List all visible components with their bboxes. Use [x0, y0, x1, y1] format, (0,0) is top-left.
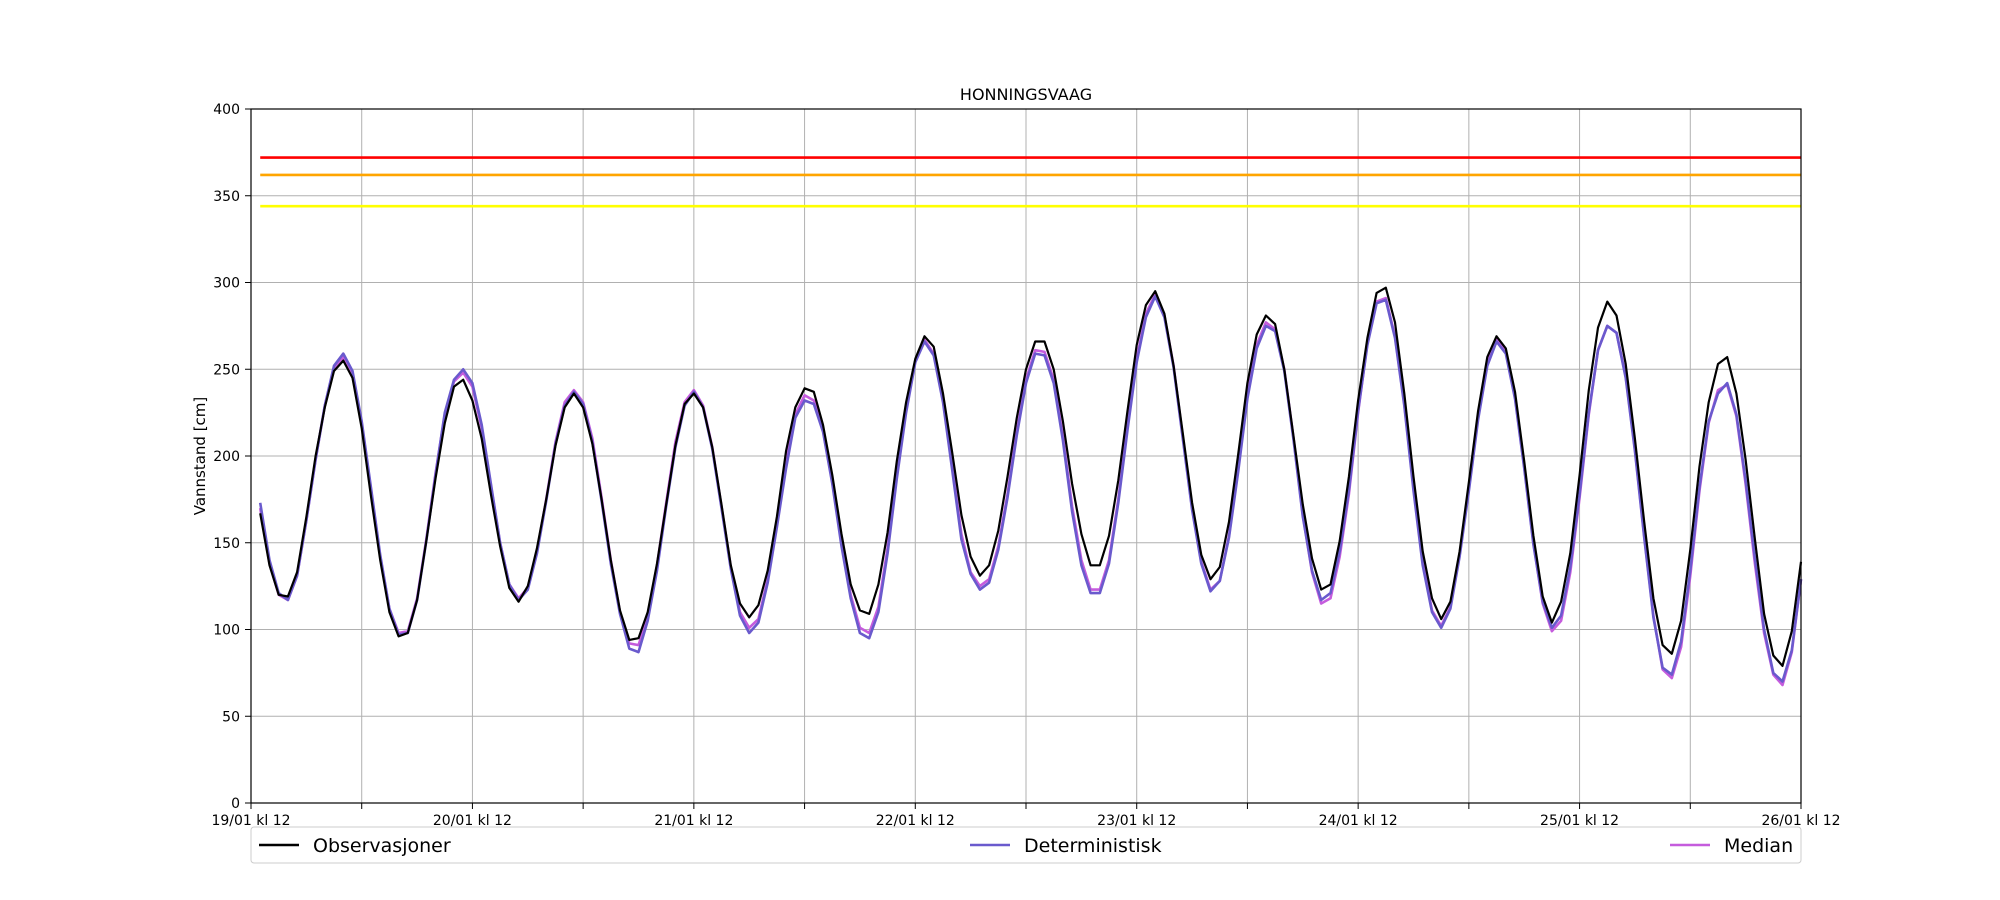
series-line-deterministisk [258, 295, 1803, 683]
x-tick-label: 21/01 kl 12 [654, 813, 733, 829]
y-axis-title: Vannstand [cm] [191, 397, 209, 516]
y-tick-label: 50 [222, 709, 240, 725]
threshold-lines [260, 156, 1801, 208]
y-tick-label: 200 [213, 449, 240, 465]
legend-label-deterministisk: Deterministisk [1024, 835, 1162, 857]
x-axis: 19/01 kl 12 20/01 kl 12 21/01 kl 12 22/01 k… [211, 803, 1841, 829]
x-tick-label: 23/01 kl 12 [1097, 813, 1176, 829]
chart-title: HONNINGSVAAG [960, 85, 1092, 104]
x-tick-label: 20/01 kl 12 [433, 813, 512, 829]
legend-frame [250, 826, 1802, 864]
y-axis: 0 50 100 150 200 250 300 350 400 [213, 102, 251, 812]
x-tick-label: 19/01 kl 12 [211, 813, 290, 829]
y-tick-label: 150 [213, 536, 240, 552]
y-tick-label: 250 [213, 362, 240, 378]
y-tick-label: 300 [213, 276, 240, 292]
y-tick-label: 350 [213, 189, 240, 205]
x-tick-label: 22/01 kl 12 [876, 813, 955, 829]
x-tick-label: 25/01 kl 12 [1540, 813, 1619, 829]
series-line-observasjoner [259, 286, 1803, 668]
legend: Observasjoner Deterministisk Median [250, 826, 1802, 864]
x-tick-label: 26/01 kl 12 [1761, 813, 1840, 829]
y-tick-label: 0 [231, 796, 240, 812]
legend-label-observasjoner: Observasjoner [313, 835, 451, 857]
series-lines [258, 286, 1803, 687]
y-tick-label: 400 [213, 102, 240, 118]
y-tick-label: 100 [213, 623, 240, 639]
legend-label-median: Median [1724, 835, 1793, 857]
x-tick-label: 24/01 kl 12 [1319, 813, 1398, 829]
